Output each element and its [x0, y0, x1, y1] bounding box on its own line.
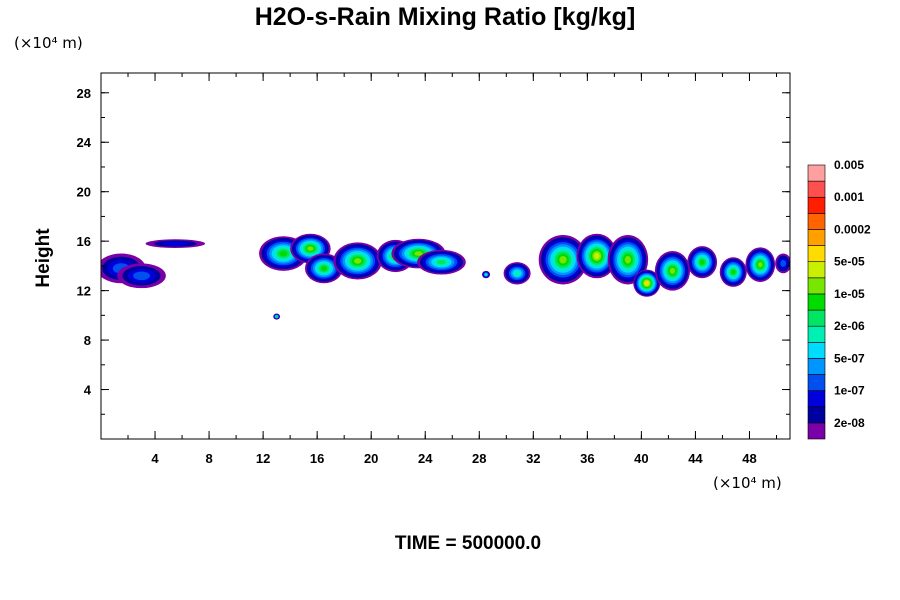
colorbar-swatch: [807, 245, 826, 263]
contour-level-8: [699, 259, 705, 265]
rain-cell-16: [607, 234, 649, 285]
colorbar-label: 2e-06: [834, 319, 865, 333]
colorbar-swatch: [807, 341, 826, 359]
x-tick-label: 4: [151, 451, 159, 466]
y-tick-label: 8: [84, 333, 91, 348]
colorbar: 2e-08 1e-07 5e-07 2e-06 1e-05 5e-05 0.0002 0.00…: [807, 158, 871, 440]
contour-level-9: [758, 262, 763, 268]
y-tick-label: 28: [77, 86, 91, 101]
contour-level-9: [669, 267, 676, 274]
colorbar-swatch: [807, 406, 826, 424]
colorbar-swatch: [807, 196, 826, 214]
y-tick-label: 20: [77, 185, 91, 200]
contour-level-6: [514, 270, 520, 276]
colorbar-label: 5e-07: [834, 351, 865, 365]
x-tick-label: 40: [634, 451, 648, 466]
rain-cell-5: [290, 233, 331, 264]
rain-cell-22: [775, 253, 790, 274]
colorbar-swatch: [807, 261, 826, 279]
colorbar-label: 0.001: [834, 190, 864, 204]
colorbar-swatch: [807, 277, 826, 295]
colorbar-swatch: [807, 309, 826, 327]
y-tick-label: 12: [77, 284, 91, 299]
rain-cell-11: [273, 313, 281, 320]
colorbar-label: 0.0002: [834, 222, 871, 236]
rain-field: [101, 233, 790, 320]
contour-level-10: [594, 252, 600, 260]
rain-cell-21: [745, 247, 776, 282]
colorbar-label: 1e-07: [834, 384, 865, 398]
contour-level-9: [354, 258, 362, 264]
x-unit-label: (×10⁴ m): [713, 474, 782, 492]
rain-cell-18: [654, 251, 691, 291]
colorbar-swatch: [807, 358, 826, 375]
contour-level-9: [307, 246, 314, 251]
y-tick-label: 4: [84, 383, 92, 398]
contour-level-3: [780, 259, 787, 267]
y-tick-label: 16: [77, 234, 91, 249]
colorbar-swatch: [807, 229, 826, 246]
rain-cell-3: [145, 239, 206, 248]
rain-cell-7: [333, 242, 383, 280]
rain-cell-14: [538, 234, 588, 285]
x-tick-label: 28: [472, 451, 486, 466]
contour-level-8: [279, 250, 288, 257]
colorbar-swatch: [807, 422, 826, 440]
colorbar-swatch: [807, 164, 826, 182]
rain-cell-20: [719, 257, 747, 287]
colorbar-swatch: [807, 374, 826, 391]
contour-level-7: [275, 315, 278, 318]
y-axis-label: Height: [33, 228, 54, 288]
contour-level-3: [133, 271, 150, 281]
x-tick-label: 20: [364, 451, 378, 466]
contour-level-11: [645, 281, 649, 285]
contour-level-8: [731, 269, 736, 275]
rain-cell-10: [417, 249, 466, 275]
contour-level-9: [624, 255, 631, 264]
x-tick-label: 32: [526, 451, 540, 466]
contour-level-7: [436, 259, 446, 265]
colorbar-label: 0.005: [834, 158, 864, 172]
rain-cell-17: [633, 269, 661, 297]
plot-frame: [100, 72, 791, 440]
contour-level-2: [162, 241, 189, 246]
rain-cell-12: [481, 270, 491, 279]
time-label: TIME = 500000.0: [395, 533, 541, 554]
colorbar-label: 5e-05: [834, 255, 865, 269]
contour-level-6: [484, 273, 488, 276]
y-tick-label: 24: [77, 135, 92, 150]
contour-level-9: [414, 251, 423, 256]
colorbar-swatch: [807, 325, 826, 343]
colorbar-label: 1e-05: [834, 287, 865, 301]
rain-cell-19: [687, 246, 718, 279]
x-tick-label: 48: [742, 451, 756, 466]
x-tick-label: 8: [205, 451, 212, 466]
colorbar-swatch: [807, 180, 826, 198]
colorbar-swatch: [807, 390, 826, 408]
colorbar-label: 2e-08: [834, 416, 865, 430]
rain-cell-15: [576, 233, 618, 279]
x-tick-label: 36: [580, 451, 594, 466]
contour-level-9: [559, 255, 567, 264]
contour-level-8: [320, 265, 328, 271]
x-tick-label: 44: [688, 451, 703, 466]
rain-cell-13: [503, 262, 531, 285]
colorbar-swatch: [807, 293, 826, 311]
rain-cell-2: [117, 263, 166, 289]
y-unit-label: (×10⁴ m): [14, 34, 83, 52]
x-tick-label: 12: [256, 451, 270, 466]
colorbar-swatch: [807, 213, 826, 230]
chart-title: H2O-s-Rain Mixing Ratio [kg/kg]: [255, 3, 636, 31]
x-tick-label: 24: [418, 451, 433, 466]
x-tick-label: 16: [310, 451, 324, 466]
